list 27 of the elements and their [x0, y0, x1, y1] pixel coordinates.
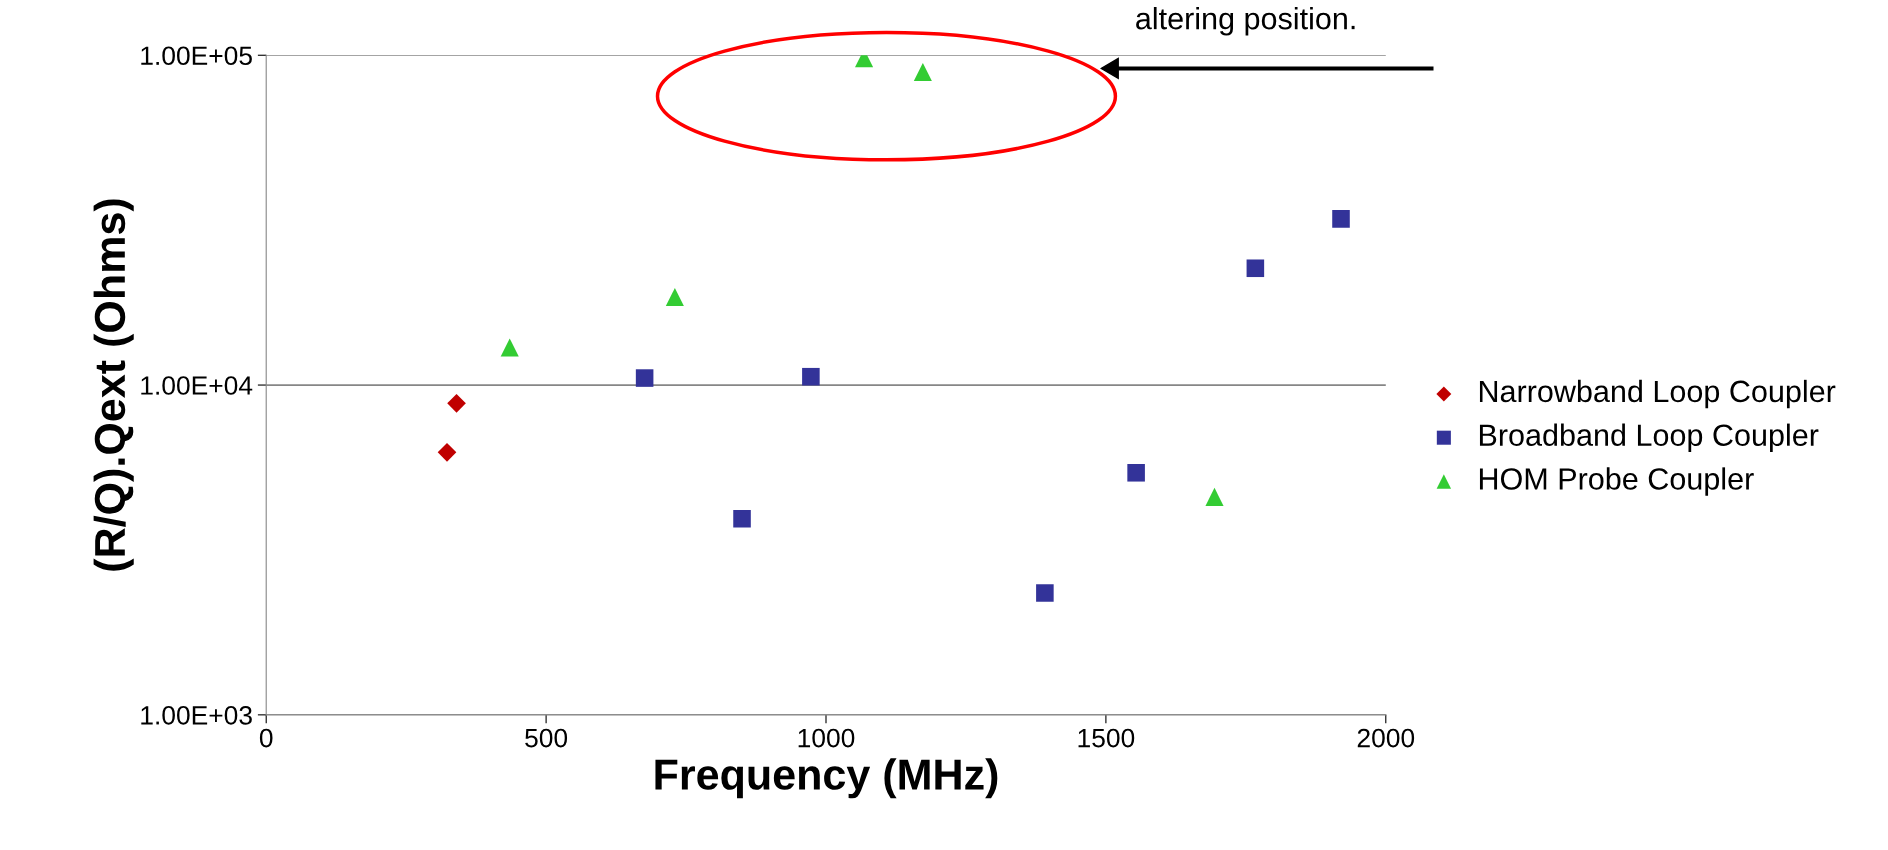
legend-label: Broadband Loop Coupler	[1479, 423, 1819, 453]
point	[1127, 463, 1145, 482]
text: altering position.	[1136, 7, 1355, 36]
point	[437, 443, 457, 462]
x-tick-label: 500	[525, 728, 568, 748]
x-tick-label: 1500	[1078, 728, 1135, 748]
y-tick-label: 1.00E+05	[141, 46, 252, 66]
x-tick-label: 0	[259, 728, 273, 748]
legend-label: Narrowband Loop Coupler	[1479, 379, 1836, 409]
x-axis-title: Frequency (MHz)	[655, 758, 998, 799]
point	[1332, 210, 1350, 228]
point	[447, 394, 466, 413]
point	[733, 510, 751, 528]
point	[500, 338, 519, 357]
point	[913, 62, 932, 81]
x-tick-label: 2000	[1357, 728, 1415, 748]
y-axis-title: (R/Q).Qext (Ohms)	[93, 199, 134, 571]
point	[635, 369, 654, 387]
point	[1205, 487, 1224, 506]
point	[1246, 259, 1265, 278]
x-tick-label: 1000	[798, 728, 855, 748]
legend-label: HOM Probe Coupler	[1479, 467, 1754, 496]
y-tick-label: 1.00E+03	[141, 705, 252, 725]
point	[665, 287, 684, 306]
point	[802, 367, 820, 386]
point	[1036, 584, 1054, 602]
y-tick-label: 1.00E+04	[141, 376, 253, 395]
